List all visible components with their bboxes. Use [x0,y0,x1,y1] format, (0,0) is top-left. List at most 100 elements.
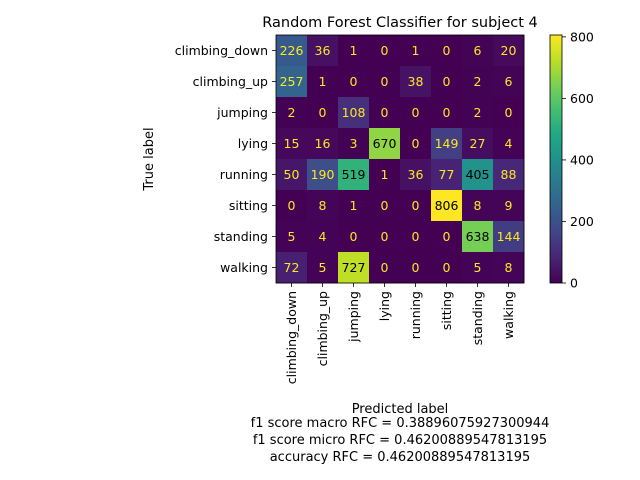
heatmap-cell [307,190,339,222]
y-axis-label: True label [142,127,157,191]
cell-value-label: 0 [381,105,389,120]
cell-value-label: 0 [288,198,296,213]
heatmap-cell [462,159,494,191]
cell-value-label: 670 [373,136,397,151]
heatmap-cell [431,66,463,98]
x-tick-label: sitting [439,291,454,330]
colorbar [549,34,563,284]
y-tick-label: sitting [229,198,268,213]
cell-value-label: 727 [342,260,366,275]
heatmap-cell [276,221,308,253]
cell-value-label: 0 [381,74,389,89]
heatmap-frame [275,34,525,284]
cell-value-label: 1 [350,198,358,213]
cell-value-label: 108 [342,105,366,120]
heatmap-cell [493,35,525,67]
f1-macro-text: f1 score macro RFC = 0.38896075927300944 [250,416,550,431]
heatmap-cell [276,190,308,222]
heatmap-cell [462,252,494,284]
cell-value-label: 0 [443,229,451,244]
heatmap-cell [307,97,339,129]
heatmap-cell [400,97,432,129]
heatmap-cell [276,97,308,129]
cell-value-label: 0 [443,260,451,275]
cell-value-label: 0 [443,43,451,58]
heatmap-cell [493,159,525,191]
colorbar-tick-label: 200 [570,214,594,229]
cell-value-label: 0 [412,105,420,120]
heatmap-cell [369,66,401,98]
y-tick-label: climbing_up [193,74,268,89]
heatmap-cell [276,66,308,98]
heatmap-cell [276,128,308,160]
heatmap-cell [431,97,463,129]
x-tick-label: jumping [346,291,361,343]
heatmap-cell [276,252,308,284]
heatmap-cell [431,221,463,253]
cell-value-label: 36 [408,167,424,182]
cell-value-label: 36 [315,43,331,58]
cell-value-label: 6 [505,74,513,89]
cell-value-label: 0 [412,229,420,244]
heatmap-cell [431,190,463,222]
cell-value-label: 8 [505,260,513,275]
cell-value-label: 2 [474,105,482,120]
cell-value-label: 0 [443,105,451,120]
heatmap-cell [369,35,401,67]
cell-value-label: 38 [408,74,424,89]
heatmap-cell [462,128,494,160]
cell-value-label: 144 [497,229,521,244]
heatmap-cell [493,128,525,160]
cell-value-label: 257 [280,74,304,89]
chart-title: Random Forest Classifier for subject 4 [262,15,538,31]
heatmap-cell [307,252,339,284]
heatmap-cell [462,190,494,222]
cell-value-label: 0 [381,260,389,275]
cell-value-label: 149 [435,136,459,151]
accuracy-text: accuracy RFC = 0.46200889547813195 [269,450,531,465]
x-axis-label: Predicted label [352,402,449,417]
cell-value-label: 8 [474,198,482,213]
cell-value-label: 16 [315,136,331,151]
heatmap-cell [338,97,370,129]
cell-value-label: 0 [319,105,327,120]
cell-value-label: 0 [381,229,389,244]
cell-value-label: 226 [280,43,304,58]
heatmap-cell [338,159,370,191]
heatmap-cell [462,66,494,98]
heatmap-cell [462,97,494,129]
y-tick-label: running [220,167,268,182]
cell-value-label: 638 [466,229,490,244]
cell-value-label: 5 [474,260,482,275]
cell-value-label: 0 [412,260,420,275]
heatmap-cell [338,190,370,222]
heatmap-cell [307,159,339,191]
heatmap-cell [431,35,463,67]
x-tick-label: climbing_down [284,291,299,384]
cell-value-label: 0 [412,136,420,151]
heatmap-cell [493,252,525,284]
cell-value-label: 0 [505,105,513,120]
heatmap-cell [400,35,432,67]
heatmap-cells [276,35,525,284]
heatmap-cell [462,221,494,253]
cell-value-label: 0 [350,74,358,89]
colorbar-ticks: 0 200 400 600 800 [562,29,594,291]
y-tick-label: jumping [216,105,268,120]
heatmap-cell [431,252,463,284]
cell-value-label: 5 [319,260,327,275]
x-tick-label: walking [501,291,516,339]
colorbar-tick-label: 800 [570,29,594,44]
cell-value-label: 405 [466,167,490,182]
cell-value-label: 5 [288,229,296,244]
heatmap-cell [400,221,432,253]
heatmap-cell [369,159,401,191]
cell-value-label: 72 [284,260,300,275]
cell-value-label: 27 [470,136,486,151]
cell-value-label: 4 [505,136,513,151]
y-tick-label: climbing_down [175,43,268,58]
cell-value-label: 8 [319,198,327,213]
